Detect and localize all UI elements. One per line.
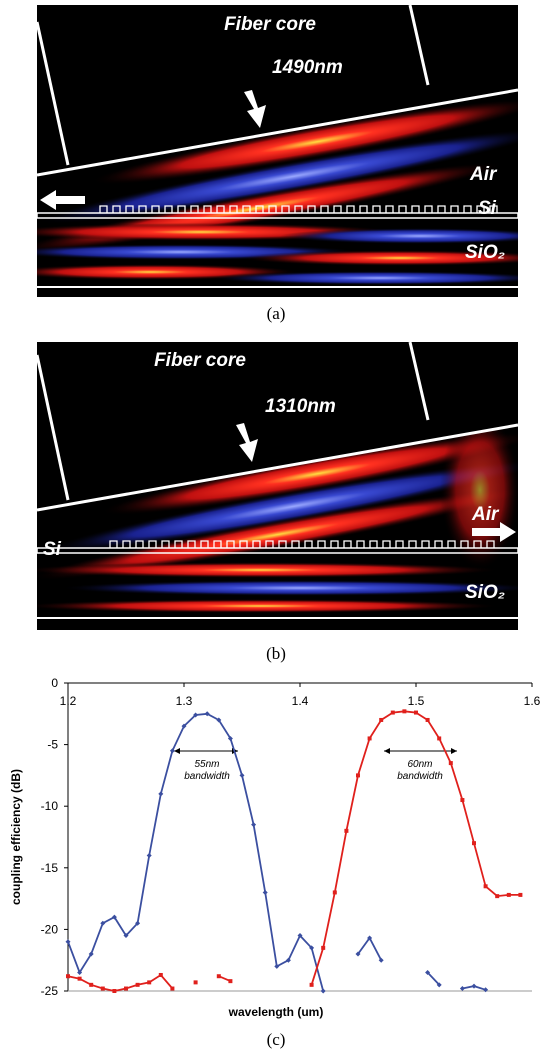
sio2-label: SiO₂ xyxy=(465,582,505,603)
figure: Fiber core 1490nm Air Si SiO₂ (a) Fiber … xyxy=(0,0,552,1057)
point xyxy=(240,773,245,778)
point xyxy=(147,853,152,858)
point xyxy=(483,987,488,992)
point xyxy=(344,829,348,833)
x-tick-label: 1.2 xyxy=(60,694,77,708)
point xyxy=(112,989,116,993)
point xyxy=(217,974,221,978)
caption-b: (b) xyxy=(266,644,286,663)
caption-c: (c) xyxy=(267,1030,286,1049)
point xyxy=(484,884,488,888)
point xyxy=(78,977,82,981)
point xyxy=(391,711,395,715)
chart: wavelength (um) coupling efficiency (dB)… xyxy=(9,676,541,1049)
y-tick-label: -10 xyxy=(41,799,59,813)
point xyxy=(356,773,360,777)
y-tick-label: 0 xyxy=(51,676,58,690)
point xyxy=(507,893,511,897)
point xyxy=(321,989,326,994)
point xyxy=(158,791,163,796)
page: Fiber core 1490nm Air Si SiO₂ (a) Fiber … xyxy=(0,0,552,1057)
point xyxy=(147,980,151,984)
point xyxy=(518,893,522,897)
point xyxy=(66,939,71,944)
point xyxy=(251,822,256,827)
point xyxy=(159,973,163,977)
point xyxy=(228,979,232,983)
fiber-core-label: Fiber core xyxy=(224,14,316,35)
annotation: bandwidth xyxy=(397,771,443,782)
point xyxy=(194,980,198,984)
point xyxy=(379,718,383,722)
air-label: Air xyxy=(471,504,500,525)
point xyxy=(426,718,430,722)
point xyxy=(321,946,325,950)
point xyxy=(495,894,499,898)
point xyxy=(333,890,337,894)
air-label: Air xyxy=(469,164,498,185)
caption-a: (a) xyxy=(267,304,286,323)
point xyxy=(472,841,476,845)
wavelength-label: 1310nm xyxy=(265,396,336,417)
point xyxy=(124,987,128,991)
point xyxy=(460,798,464,802)
si-label: Si xyxy=(43,539,62,560)
y-tick-label: -15 xyxy=(41,861,59,875)
x-axis-label: wavelength (um) xyxy=(228,1005,324,1019)
point xyxy=(414,711,418,715)
x-tick-label: 1.6 xyxy=(524,694,541,708)
series-line xyxy=(68,714,486,991)
point xyxy=(66,974,70,978)
y-axis-label: coupling efficiency (dB) xyxy=(9,769,23,905)
point xyxy=(472,984,477,989)
y-tick-label: -20 xyxy=(41,922,59,936)
point xyxy=(368,736,372,740)
point xyxy=(170,987,174,991)
sio2-label: SiO₂ xyxy=(465,242,505,263)
annotation: 55nm xyxy=(194,759,219,770)
point xyxy=(136,983,140,987)
annotation: bandwidth xyxy=(184,771,230,782)
point xyxy=(460,986,465,991)
x-tick-label: 1.3 xyxy=(176,694,193,708)
fiber-core-label: Fiber core xyxy=(154,350,246,371)
point xyxy=(310,983,314,987)
y-tick-label: -25 xyxy=(41,984,59,998)
point xyxy=(402,709,406,713)
x-tick-label: 1.5 xyxy=(408,694,425,708)
point xyxy=(263,890,268,895)
y-tick-label: -5 xyxy=(47,738,58,752)
si-label: Si xyxy=(478,198,497,219)
point xyxy=(449,761,453,765)
x-tick-label: 1.4 xyxy=(292,694,309,708)
wavelength-label: 1490nm xyxy=(272,57,343,78)
point xyxy=(89,983,93,987)
point xyxy=(101,987,105,991)
point xyxy=(437,736,441,740)
annotation: 60nm xyxy=(407,759,432,770)
